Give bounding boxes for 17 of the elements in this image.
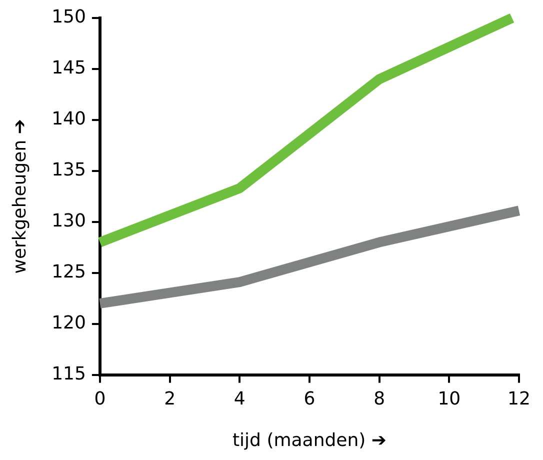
x-tick-label: 12 [508,388,530,410]
y-tick-label: 120 [52,312,86,334]
y-tick-label: 125 [52,262,86,283]
x-tick-label: 8 [374,388,386,410]
y-tick-label: 140 [52,108,86,130]
x-axis-title: tijd (maanden) ➔ [232,430,386,451]
x-tick-label: 4 [234,388,246,410]
y-tick-label: 150 [52,6,86,28]
x-tick-label: 10 [438,388,461,410]
y-tick-label: 130 [52,210,86,232]
x-tick-label: 0 [94,388,106,410]
y-tick-label: 135 [52,160,86,181]
x-tick-label: 6 [304,388,316,410]
y-axis-title: werkgeheugen ➔ [9,119,30,274]
y-tick-label: 115 [52,363,86,384]
x-tick-label: 2 [164,388,176,410]
y-tick-label: 145 [52,58,86,79]
